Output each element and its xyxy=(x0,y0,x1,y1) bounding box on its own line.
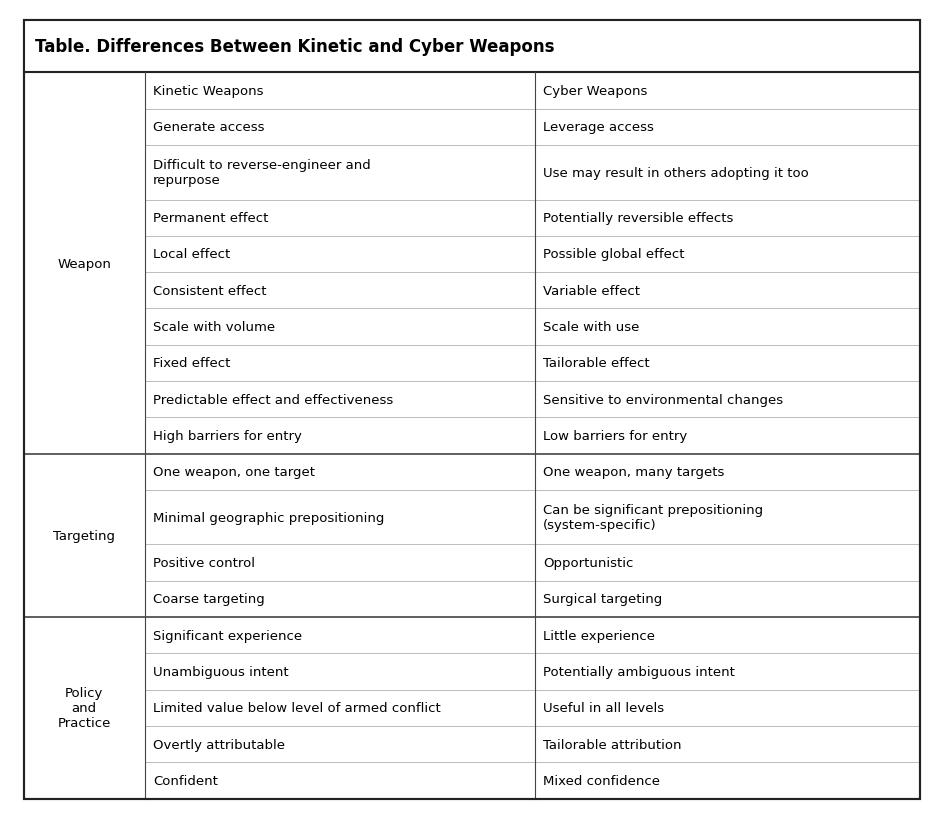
Text: Sensitive to environmental changes: Sensitive to environmental changes xyxy=(544,393,784,406)
Text: Surgical targeting: Surgical targeting xyxy=(544,593,663,605)
Text: Minimal geographic prepositioning: Minimal geographic prepositioning xyxy=(153,511,384,524)
Text: Generate access: Generate access xyxy=(153,121,264,134)
Text: Weapon: Weapon xyxy=(58,257,111,270)
Text: Possible global effect: Possible global effect xyxy=(544,248,684,261)
Text: Potentially ambiguous intent: Potentially ambiguous intent xyxy=(544,665,735,678)
Text: Opportunistic: Opportunistic xyxy=(544,556,633,569)
Text: Consistent effect: Consistent effect xyxy=(153,284,266,297)
Text: Targeting: Targeting xyxy=(53,529,115,542)
Text: One weapon, one target: One weapon, one target xyxy=(153,466,315,478)
Bar xyxy=(24,20,920,74)
Text: Permanent effect: Permanent effect xyxy=(153,212,268,225)
Text: Leverage access: Leverage access xyxy=(544,121,654,134)
Text: Table. Differences Between Kinetic and Cyber Weapons: Table. Differences Between Kinetic and C… xyxy=(35,38,554,56)
Text: Low barriers for entry: Low barriers for entry xyxy=(544,429,687,442)
Text: Limited value below level of armed conflict: Limited value below level of armed confl… xyxy=(153,701,441,714)
Text: Positive control: Positive control xyxy=(153,556,255,569)
Text: Can be significant prepositioning
(system-specific): Can be significant prepositioning (syste… xyxy=(544,504,764,532)
Text: Confident: Confident xyxy=(153,774,218,787)
Text: Variable effect: Variable effect xyxy=(544,284,640,297)
Text: Significant experience: Significant experience xyxy=(153,629,302,642)
Text: Coarse targeting: Coarse targeting xyxy=(153,593,265,605)
Text: Scale with use: Scale with use xyxy=(544,321,640,333)
Text: High barriers for entry: High barriers for entry xyxy=(153,429,302,442)
Text: One weapon, many targets: One weapon, many targets xyxy=(544,466,725,478)
Text: Kinetic Weapons: Kinetic Weapons xyxy=(153,85,263,98)
Text: Predictable effect and effectiveness: Predictable effect and effectiveness xyxy=(153,393,394,406)
Text: Cyber Weapons: Cyber Weapons xyxy=(544,85,648,98)
Text: Overtly attributable: Overtly attributable xyxy=(153,738,285,751)
Text: Tailorable effect: Tailorable effect xyxy=(544,357,649,370)
Text: Difficult to reverse-engineer and
repurpose: Difficult to reverse-engineer and repurp… xyxy=(153,159,371,187)
Text: Fixed effect: Fixed effect xyxy=(153,357,230,370)
Text: Scale with volume: Scale with volume xyxy=(153,321,276,333)
Text: Unambiguous intent: Unambiguous intent xyxy=(153,665,289,678)
Text: Tailorable attribution: Tailorable attribution xyxy=(544,738,682,751)
Text: Little experience: Little experience xyxy=(544,629,655,642)
Text: Potentially reversible effects: Potentially reversible effects xyxy=(544,212,733,225)
Text: Local effect: Local effect xyxy=(153,248,230,261)
Text: Use may result in others adopting it too: Use may result in others adopting it too xyxy=(544,166,809,179)
Text: Useful in all levels: Useful in all levels xyxy=(544,701,665,714)
Text: Policy
and
Practice: Policy and Practice xyxy=(58,686,110,730)
Text: Mixed confidence: Mixed confidence xyxy=(544,774,660,787)
